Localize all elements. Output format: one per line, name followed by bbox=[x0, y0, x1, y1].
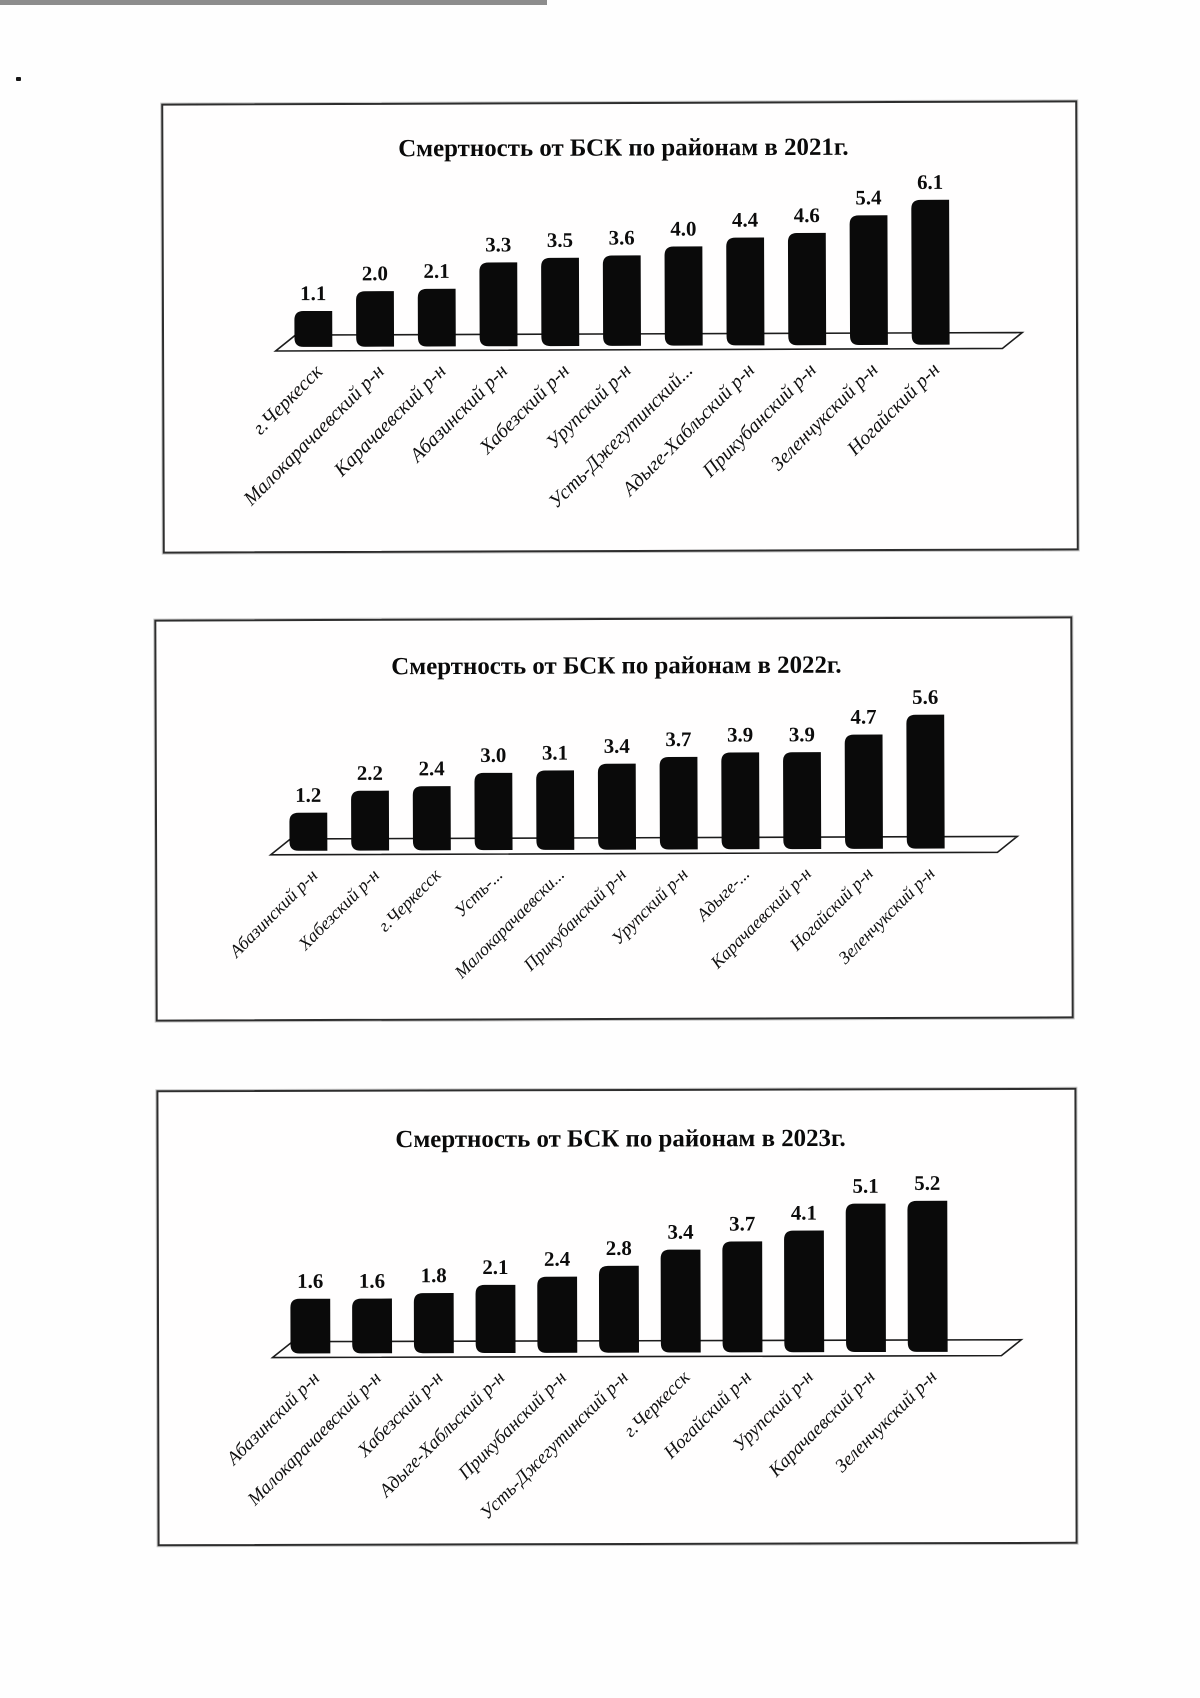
value-label: 5.2 bbox=[914, 1171, 940, 1195]
chart-title: Смертность от БСК по районам в 2021г. bbox=[398, 134, 848, 163]
chart-box-2021: Смертность от БСК по районам в 2021г. 1.… bbox=[161, 100, 1079, 554]
category-label: Адыге-... bbox=[692, 864, 754, 926]
bar bbox=[602, 255, 641, 346]
bar bbox=[722, 1241, 763, 1353]
value-label: 4.7 bbox=[850, 705, 876, 729]
chart-box-2023: Смертность от БСК по районам в 2023г. 1.… bbox=[156, 1087, 1078, 1547]
category-label: г.Черкесск bbox=[374, 864, 445, 935]
value-label: 1.6 bbox=[297, 1269, 323, 1293]
bar bbox=[787, 232, 827, 346]
category-label: Прикубанский р-н bbox=[519, 864, 630, 975]
bar bbox=[783, 752, 822, 850]
chart-floor bbox=[270, 1338, 1024, 1359]
value-label: 3.7 bbox=[729, 1212, 755, 1236]
category-label: Малокарачаевски... bbox=[450, 864, 568, 982]
bar bbox=[659, 756, 698, 850]
bar bbox=[911, 199, 950, 345]
scan-artifact-dot bbox=[16, 77, 21, 81]
value-label: 2.1 bbox=[423, 259, 449, 283]
bar bbox=[721, 752, 760, 850]
value-label: 5.6 bbox=[912, 685, 938, 709]
value-label: 4.0 bbox=[670, 217, 696, 241]
bar bbox=[845, 1203, 886, 1353]
bar bbox=[479, 262, 518, 347]
value-label: 2.0 bbox=[362, 261, 388, 285]
value-label: 3.3 bbox=[485, 233, 511, 257]
category-label: Зеленчукский р-н bbox=[767, 359, 883, 475]
bar bbox=[844, 734, 883, 849]
chart-title: Смертность от БСК по районам в 2022г. bbox=[391, 652, 841, 680]
value-label: 3.9 bbox=[727, 723, 753, 747]
bar bbox=[412, 786, 451, 851]
chart-2022: Смертность от БСК по районам в 2022г. 1.… bbox=[225, 652, 1020, 983]
bar bbox=[597, 763, 637, 850]
value-label: 3.0 bbox=[480, 743, 506, 767]
bar bbox=[906, 714, 945, 849]
bar bbox=[413, 1293, 454, 1354]
value-label: 3.7 bbox=[665, 727, 691, 751]
category-label: Прикубанский р-н bbox=[698, 359, 821, 482]
value-label: 3.5 bbox=[547, 228, 573, 252]
value-label: 2.2 bbox=[357, 761, 383, 785]
value-label: 2.8 bbox=[606, 1236, 632, 1260]
bar bbox=[351, 790, 390, 851]
category-label: Карачаевский р-н bbox=[764, 1367, 879, 1482]
value-label: 2.4 bbox=[544, 1247, 571, 1271]
value-label: 4.4 bbox=[732, 208, 759, 232]
chart-floor bbox=[268, 835, 1020, 856]
bar bbox=[475, 1284, 516, 1354]
scan-artifact-top-bar bbox=[0, 0, 547, 5]
bar bbox=[541, 257, 580, 347]
value-label: 3.6 bbox=[609, 226, 635, 250]
chart-box-2022: Смертность от БСК по районам в 2022г. 1.… bbox=[154, 616, 1074, 1022]
chart-title: Смертность от БСК по районам в 2023г. bbox=[395, 1125, 845, 1153]
bar bbox=[907, 1200, 948, 1352]
bar bbox=[289, 812, 328, 851]
bar bbox=[536, 770, 575, 850]
value-label: 3.4 bbox=[667, 1220, 694, 1244]
bar bbox=[726, 237, 765, 346]
bar bbox=[664, 246, 703, 346]
chart-floor bbox=[273, 331, 1025, 352]
value-label: 4.1 bbox=[791, 1201, 817, 1225]
value-label: 2.1 bbox=[482, 1255, 508, 1279]
bar bbox=[537, 1276, 578, 1353]
value-label: 1.1 bbox=[300, 281, 326, 305]
value-label: 5.1 bbox=[852, 1174, 878, 1198]
bar bbox=[474, 772, 513, 851]
value-label: 5.4 bbox=[855, 185, 882, 209]
value-label: 1.2 bbox=[295, 783, 321, 807]
value-label: 1.8 bbox=[421, 1263, 447, 1287]
bar bbox=[784, 1230, 825, 1353]
chart-2021: Смертность от БСК по районам в 2021г. 1.… bbox=[239, 134, 1025, 513]
bar bbox=[294, 310, 333, 347]
value-label: 3.4 bbox=[604, 734, 631, 758]
value-label: 4.6 bbox=[794, 203, 820, 227]
value-label: 3.9 bbox=[789, 722, 815, 746]
value-label: 2.4 bbox=[419, 756, 446, 780]
value-label: 3.1 bbox=[542, 741, 568, 765]
category-label: Усть-... bbox=[450, 865, 506, 921]
bar bbox=[660, 1249, 701, 1353]
bar bbox=[849, 215, 888, 345]
value-label: 1.6 bbox=[359, 1269, 385, 1293]
category-label: Прикубанский р-н bbox=[454, 1367, 571, 1484]
bar bbox=[290, 1298, 331, 1354]
category-label: Карачаевский р-н bbox=[329, 360, 450, 481]
bar bbox=[417, 288, 456, 347]
chart-2023: Смертность от БСК по районам в 2023г. 1.… bbox=[221, 1125, 1024, 1524]
value-label: 6.1 bbox=[917, 170, 943, 194]
bar bbox=[598, 1265, 639, 1353]
bar bbox=[356, 291, 395, 347]
bar bbox=[352, 1298, 393, 1354]
